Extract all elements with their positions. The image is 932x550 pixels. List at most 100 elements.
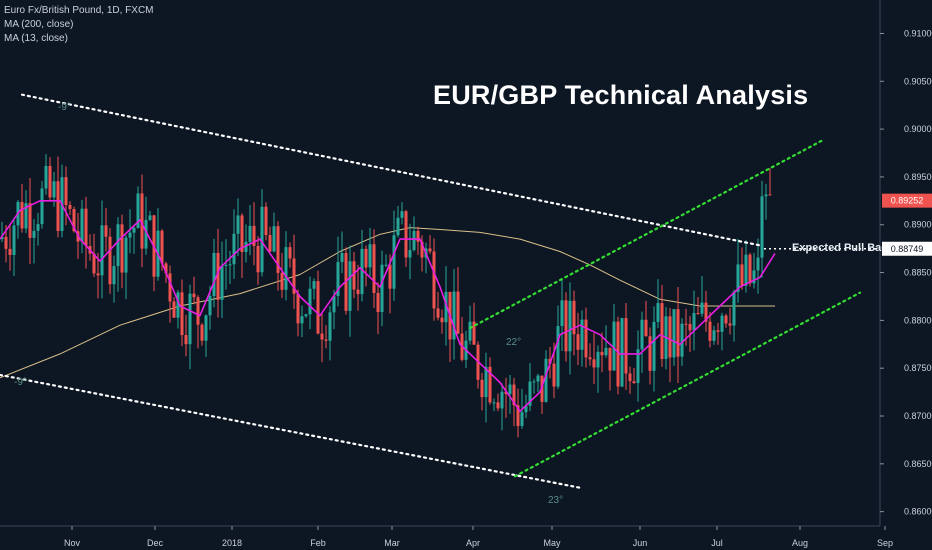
candle-body — [324, 339, 328, 341]
candle-body — [600, 351, 604, 356]
candle-body — [524, 405, 528, 413]
candle-body — [72, 209, 76, 232]
candle-body — [220, 265, 224, 300]
candle-body — [172, 301, 176, 318]
candle-body — [768, 194, 772, 196]
candle-body — [392, 235, 396, 289]
ma200-line — [0, 227, 775, 379]
candle-body — [360, 248, 364, 295]
candle-body — [272, 226, 276, 252]
candle-body — [660, 303, 664, 359]
candle-body — [340, 253, 344, 263]
chart-area — [0, 0, 881, 527]
candle-body — [224, 265, 228, 267]
x-tick-label: 2018 — [222, 538, 242, 548]
candle-body — [308, 288, 312, 315]
candle-body — [472, 321, 476, 345]
candle-body — [244, 241, 248, 252]
candle-body — [124, 237, 128, 273]
candle-body — [644, 319, 648, 337]
candle-body — [580, 319, 584, 350]
candle-body — [268, 235, 272, 252]
candle-body — [336, 262, 340, 297]
candle-body — [704, 302, 708, 322]
candle-body — [28, 203, 32, 238]
candle-body — [568, 300, 572, 352]
candle-body — [292, 258, 296, 294]
x-tick-label: May — [543, 538, 561, 548]
candle-body — [552, 363, 556, 387]
candle-body — [520, 412, 524, 426]
candle-body — [164, 263, 168, 274]
candle-body — [208, 296, 212, 316]
candle-body — [672, 309, 676, 358]
candle-body — [592, 359, 596, 368]
candle-body — [408, 250, 412, 258]
candle-body — [440, 317, 444, 323]
candle-body — [724, 315, 728, 324]
candle-body — [404, 211, 408, 258]
angle-label-top: -9° — [58, 102, 71, 113]
candle-body — [240, 215, 244, 252]
candle-body — [420, 241, 424, 258]
candle-body — [192, 293, 196, 298]
candle-body — [260, 206, 264, 273]
candle-body — [688, 323, 692, 331]
candle-body — [216, 253, 220, 300]
angle-label-left: -9° — [14, 377, 27, 388]
candle-body — [516, 405, 520, 426]
candle-body — [572, 300, 576, 335]
candle-body — [100, 225, 104, 276]
x-tick-label: Jun — [633, 538, 648, 548]
symbol-label[interactable]: Euro Fx/British Pound, 1D, FXCM — [4, 5, 154, 16]
candle-body — [756, 257, 760, 271]
candle-body — [36, 224, 40, 231]
candle-body — [496, 402, 500, 409]
candle-body — [376, 292, 380, 312]
ma13-legend[interactable]: MA (13, close) — [4, 33, 68, 44]
x-tick-label: Nov — [64, 538, 81, 548]
candle-body — [12, 225, 16, 255]
candle-body — [148, 215, 152, 220]
ma13-path — [0, 200, 776, 413]
candle-body — [764, 194, 768, 197]
candle-body — [320, 333, 324, 340]
candle-body — [656, 303, 660, 322]
candle-body — [368, 244, 372, 268]
candle-body — [20, 201, 24, 229]
candle-body — [676, 309, 680, 357]
candle-body — [0, 236, 4, 240]
candle-body — [608, 347, 612, 371]
candle-body — [348, 261, 352, 311]
candle-body — [168, 273, 172, 302]
candlesticks — [0, 154, 772, 438]
candle-body — [112, 266, 116, 285]
candle-body — [372, 244, 376, 293]
ma200-legend[interactable]: MA (200, close) — [4, 19, 74, 30]
candle-body — [708, 321, 712, 341]
candle-body — [488, 366, 492, 403]
candle-body — [732, 291, 736, 326]
candle-body — [304, 314, 308, 317]
candle-body — [288, 247, 292, 259]
candle-body — [316, 281, 320, 334]
ma13-line — [0, 200, 776, 413]
candle-body — [512, 384, 516, 406]
candle-body — [236, 215, 240, 234]
time-axis[interactable]: Nov Dec 2018 Feb Mar Apr May Jun Jul Aug Sep — [64, 526, 893, 548]
candle-body — [264, 206, 268, 236]
candle-body — [700, 302, 704, 314]
x-tick-label: Apr — [466, 538, 480, 548]
trend-channels — [0, 93, 880, 489]
candle-body — [160, 230, 164, 264]
x-tick-label: Feb — [310, 538, 326, 548]
descending-channel-bottom — [0, 373, 582, 489]
descending-channel-top — [20, 93, 764, 247]
candle-body — [104, 225, 108, 237]
